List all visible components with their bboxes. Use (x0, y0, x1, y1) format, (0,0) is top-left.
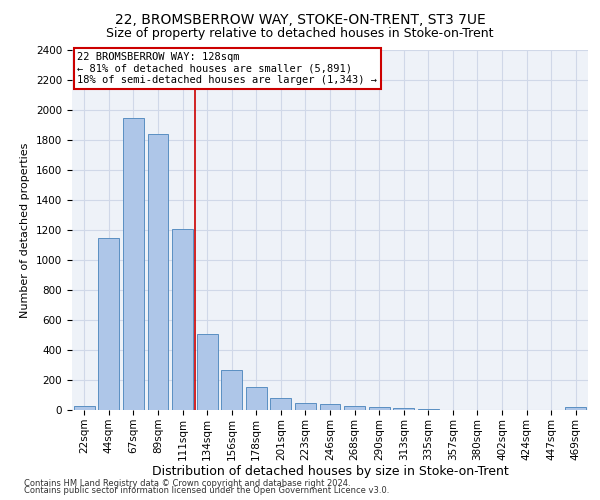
Bar (418, 408, 439, 410)
Bar (197, 334, 218, 410)
Bar (148, 134, 169, 410)
Bar (320, 404, 340, 410)
Bar (98, 238, 119, 410)
Text: Contains HM Land Registry data © Crown copyright and database right 2024.: Contains HM Land Registry data © Crown c… (24, 478, 350, 488)
Bar (172, 228, 193, 410)
Bar (393, 408, 414, 410)
Bar (74, 406, 95, 410)
Bar (123, 118, 144, 410)
Bar (344, 406, 365, 410)
Text: Contains public sector information licensed under the Open Government Licence v3: Contains public sector information licen… (24, 486, 389, 495)
X-axis label: Distribution of detached houses by size in Stoke-on-Trent: Distribution of detached houses by size … (152, 466, 508, 478)
Y-axis label: Number of detached properties: Number of detached properties (20, 142, 31, 318)
Bar (246, 387, 267, 410)
Text: 22, BROMSBERROW WAY, STOKE-ON-TRENT, ST3 7UE: 22, BROMSBERROW WAY, STOKE-ON-TRENT, ST3… (115, 12, 485, 26)
Bar (221, 370, 242, 410)
Text: 22 BROMSBERROW WAY: 128sqm
← 81% of detached houses are smaller (5,891)
18% of s: 22 BROMSBERROW WAY: 128sqm ← 81% of deta… (77, 52, 377, 85)
Bar (295, 403, 316, 410)
Bar (565, 407, 586, 410)
Bar (271, 398, 292, 410)
Text: Size of property relative to detached houses in Stoke-on-Trent: Size of property relative to detached ho… (106, 28, 494, 40)
Bar (368, 406, 389, 410)
